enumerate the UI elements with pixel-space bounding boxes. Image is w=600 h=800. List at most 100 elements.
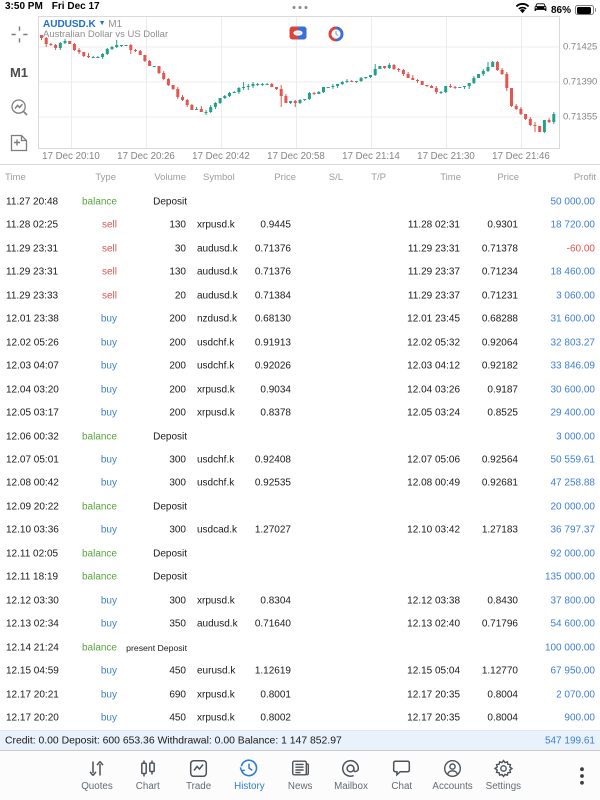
- profit: 54 600.00: [550, 618, 596, 630]
- chart-description: Australian Dollar vs US Dollar: [43, 29, 169, 40]
- deal-row[interactable]: 11.29 23:31 sell 130 audusd.k 0.71376 11.29 2…: [0, 260, 600, 283]
- open-time: 12.06 00:32: [6, 431, 59, 443]
- tab-label: Accounts: [432, 781, 473, 792]
- deal-row[interactable]: 12.15 04:59 buy 450 eurusd.k 1.12619 12.15 05…: [0, 660, 600, 683]
- time-axis-label: 17 Dec 20:42: [192, 151, 250, 162]
- deal-row[interactable]: 12.02 05:26 buy 200 usdchf.k 0.91913 12.02 05…: [0, 331, 600, 354]
- price-chart[interactable]: [38, 16, 560, 149]
- tab-mailbox[interactable]: Mailbox: [326, 751, 377, 800]
- open-time: 11.29 23:33: [6, 290, 59, 302]
- deal-type: buy: [100, 595, 117, 607]
- tab-chart[interactable]: Chart: [122, 751, 173, 800]
- carplay-icon: [534, 1, 547, 19]
- deal-row[interactable]: 12.04 03:20 buy 200 xrpusd.k 0.9034 12.04 03:…: [0, 378, 600, 401]
- summary-profit: 547 199.61: [544, 735, 595, 746]
- balance-comment: Deposit: [153, 431, 187, 443]
- summary-totals: Credit: 0.00 Deposit: 600 653.36 Withdra…: [5, 735, 342, 746]
- column-header-price-4[interactable]: Price: [274, 172, 296, 183]
- deal-row[interactable]: 12.08 00:42 buy 300 usdchf.k 0.92535 12.08 00…: [0, 472, 600, 495]
- history-table-header: Time Type Volume Symbol Price S/L T/P Time Price…: [0, 164, 600, 190]
- deal-row[interactable]: 11.28 02:25 sell 130 xrpusd.k 0.9445 11.28 02…: [0, 213, 600, 236]
- status-time: 3:50 PM: [5, 1, 43, 12]
- tab-accounts[interactable]: Accounts: [427, 751, 478, 800]
- open-price: 0.9445: [260, 219, 291, 231]
- tab-label: History: [234, 781, 265, 792]
- open-time: 12.12 03:30: [6, 595, 59, 607]
- tab-news[interactable]: News: [275, 751, 326, 800]
- deal-row[interactable]: 12.12 03:30 buy 300 xrpusd.k 0.8304 12.12 03:…: [0, 589, 600, 612]
- deal-row[interactable]: 11.29 23:33 sell 20 audusd.k 0.71384 11.29 23…: [0, 284, 600, 307]
- close-time: 12.07 05:06: [407, 454, 460, 466]
- indicators-icon[interactable]: [0, 97, 38, 117]
- open-time: 11.27 20:48: [6, 196, 59, 208]
- deal-row[interactable]: 12.05 03:17 buy 200 xrpusd.k 0.8378 12.05 03:…: [0, 401, 600, 424]
- tab-quotes[interactable]: Quotes: [72, 751, 123, 800]
- tab-list: Quotes Chart Trade History News Mailbox Chat Ac…: [72, 751, 529, 800]
- deal-row[interactable]: 12.07 05:01 buy 300 usdchf.k 0.92408 12.07 05…: [0, 448, 600, 471]
- close-time: 12.03 04:12: [407, 360, 460, 372]
- add-object-icon[interactable]: [0, 133, 38, 153]
- tab-settings[interactable]: Settings: [478, 751, 529, 800]
- open-price: 1.27027: [254, 524, 291, 536]
- crosshair-icon[interactable]: [0, 25, 38, 43]
- volume: 300: [169, 524, 186, 536]
- open-time: 12.05 03:17: [6, 407, 59, 419]
- volume: 130: [169, 266, 186, 278]
- battery-percent: 86%: [550, 4, 571, 16]
- deal-row[interactable]: 12.17 20:21 buy 690 xrpusd.k 0.8001 12.17 20:…: [0, 683, 600, 706]
- column-header-time-7[interactable]: Time: [440, 172, 461, 183]
- deal-type: buy: [100, 477, 117, 489]
- deal-row[interactable]: 12.17 20:20 buy 450 xrpusd.k 0.8002 12.17 20:…: [0, 707, 600, 730]
- more-vertical-icon[interactable]: [572, 763, 592, 789]
- balance-row[interactable]: 11.27 20:48 balance Deposit 50 000.00: [0, 190, 600, 213]
- open-price: 0.68130: [254, 313, 291, 325]
- column-header-time-0[interactable]: Time: [5, 172, 26, 183]
- deal-type: buy: [100, 407, 117, 419]
- column-header-sl-5[interactable]: S/L: [328, 172, 343, 183]
- balance-row[interactable]: 12.11 02:05 balance Deposit 92 000.00: [0, 542, 600, 565]
- column-header-symbol-3[interactable]: Symbol: [203, 172, 235, 183]
- open-time: 12.15 04:59: [6, 665, 59, 677]
- close-time: 11.29 23:37: [407, 266, 460, 278]
- timeframe-button[interactable]: M1: [9, 64, 29, 80]
- open-price: 0.8001: [260, 689, 291, 701]
- open-time: 12.13 02:34: [6, 618, 59, 630]
- balance-row[interactable]: 12.14 21:24 balance present Deposit 100 000…: [0, 636, 600, 659]
- column-header-type-1[interactable]: Type: [95, 172, 116, 183]
- volume: 350: [169, 618, 186, 630]
- deal-row[interactable]: 12.03 04:07 buy 200 usdchf.k 0.92026 12.03 04…: [0, 354, 600, 377]
- deal-type: buy: [100, 689, 117, 701]
- profit: 3 060.00: [556, 290, 595, 302]
- deal-row[interactable]: 11.29 23:31 sell 30 audusd.k 0.71376 11.29 23…: [0, 237, 600, 260]
- column-header-volume-2[interactable]: Volume: [154, 172, 186, 183]
- profit: 31 600.00: [550, 313, 596, 325]
- bottom-tab-bar: Quotes Chart Trade History News Mailbox Chat Ac…: [0, 750, 600, 800]
- tab-label: Mailbox: [334, 781, 368, 792]
- tab-history[interactable]: History: [224, 751, 275, 800]
- column-header-profit-9[interactable]: Profit: [573, 172, 596, 183]
- open-time: 12.03 04:07: [6, 360, 59, 372]
- symbol: usdchf.k: [197, 337, 235, 349]
- tab-trade[interactable]: Trade: [173, 751, 224, 800]
- deal-row[interactable]: 12.01 23:38 buy 200 nzdusd.k 0.68130 12.01 23…: [0, 307, 600, 330]
- flags-badge-icon: [289, 26, 307, 47]
- status-date: Fri Dec 17: [51, 1, 100, 12]
- balance-row[interactable]: 12.09 20:22 balance Deposit 20 000.00: [0, 495, 600, 518]
- close-time: 12.01 23:45: [407, 313, 460, 325]
- time-axis-label: 17 Dec 20:10: [42, 151, 100, 162]
- profit: 47 258.88: [550, 477, 596, 489]
- close-time: 12.04 03:26: [407, 384, 460, 396]
- chart-symbol-title[interactable]: AUDUSD.K ▼ M1: [43, 19, 122, 30]
- tab-chat[interactable]: Chat: [376, 751, 427, 800]
- open-price: 0.71376: [254, 266, 291, 278]
- balance-row[interactable]: 12.06 00:32 balance Deposit 3 000.00: [0, 425, 600, 448]
- deal-row[interactable]: 12.13 02:34 buy 350 audusd.k 0.71640 12.13 02…: [0, 613, 600, 636]
- column-header-price-8[interactable]: Price: [497, 172, 519, 183]
- column-header-tp-6[interactable]: T/P: [371, 172, 386, 183]
- status-right: 86%: [515, 1, 596, 19]
- account-summary-bar: Credit: 0.00 Deposit: 600 653.36 Withdra…: [0, 730, 600, 750]
- deal-row[interactable]: 12.10 03:36 buy 300 usdcad.k 1.27027 12.10 03…: [0, 519, 600, 542]
- close-time: 12.08 00:49: [407, 477, 460, 489]
- history-table: 11.27 20:48 balance Deposit 50 000.00 11.28 …: [0, 190, 600, 730]
- balance-row[interactable]: 12.11 18:19 balance Deposit 135 000.00: [0, 566, 600, 589]
